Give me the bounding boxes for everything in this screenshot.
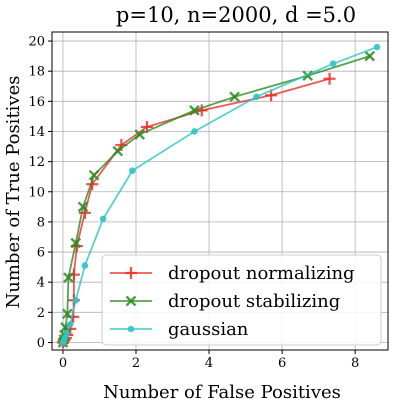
data-point xyxy=(70,237,82,249)
y-tick-label: 12 xyxy=(28,155,45,170)
legend-box xyxy=(101,254,382,346)
data-point xyxy=(364,50,376,62)
x-tick-label: 2 xyxy=(132,356,140,371)
x-tick-label: 6 xyxy=(278,356,286,371)
data-point xyxy=(134,129,146,140)
data-point xyxy=(77,201,89,213)
y-tick-label: 16 xyxy=(28,95,45,110)
data-point xyxy=(63,272,74,284)
data-point xyxy=(112,145,124,157)
y-tick-label: 20 xyxy=(28,35,45,50)
legend-marker xyxy=(127,325,135,333)
legend-entry: gaussian xyxy=(110,319,249,340)
y-tick-label: 8 xyxy=(37,215,45,230)
x-tick-label: 8 xyxy=(351,356,359,371)
x-axis-label: Number of False Positives xyxy=(103,382,341,400)
legend-label: dropout stabilizing xyxy=(168,291,340,312)
data-point xyxy=(189,105,200,116)
legend-entry: dropout normalizing xyxy=(110,263,355,284)
legend-marker xyxy=(125,295,137,307)
y-tick-label: 14 xyxy=(28,125,45,140)
legend-label: dropout normalizing xyxy=(168,263,355,284)
data-point xyxy=(373,43,381,51)
data-point xyxy=(88,169,100,181)
data-point xyxy=(63,330,70,337)
y-tick-label: 2 xyxy=(37,306,45,321)
data-point xyxy=(99,215,107,223)
data-point xyxy=(72,296,80,304)
data-point xyxy=(129,167,136,174)
chart-title: p=10, n=2000, d =5.0 xyxy=(116,3,356,27)
legend-label: gaussian xyxy=(168,319,249,340)
legend-items: dropout normalizing dropout stabilizing ga… xyxy=(110,263,355,340)
plot-frame xyxy=(51,31,389,351)
data-point xyxy=(66,321,74,328)
data-point xyxy=(61,308,73,320)
y-tick-label: 6 xyxy=(37,246,45,261)
x-tick-label: 0 xyxy=(59,356,67,371)
series-gaussian xyxy=(59,43,381,346)
data-point xyxy=(253,93,260,101)
data-point xyxy=(191,128,198,135)
y-tick-label: 0 xyxy=(37,336,45,351)
data-point xyxy=(329,60,337,67)
legend-entry: dropout stabilizing xyxy=(110,291,340,312)
legend: dropout normalizing dropout stabilizing ga… xyxy=(101,254,382,346)
ticks: 0 2 4 6 8 0 2 4 6 8 10 12 14 16 18 20 xyxy=(28,35,359,371)
data-point xyxy=(81,262,89,269)
y-tick-label: 18 xyxy=(28,65,45,80)
series-layer xyxy=(56,43,381,349)
y-tick-label: 4 xyxy=(37,276,45,291)
y-tick-label: 10 xyxy=(28,185,45,200)
data-point xyxy=(229,91,240,103)
x-tick-label: 4 xyxy=(205,356,213,371)
y-axis-label: Number of True Positives xyxy=(3,76,24,309)
